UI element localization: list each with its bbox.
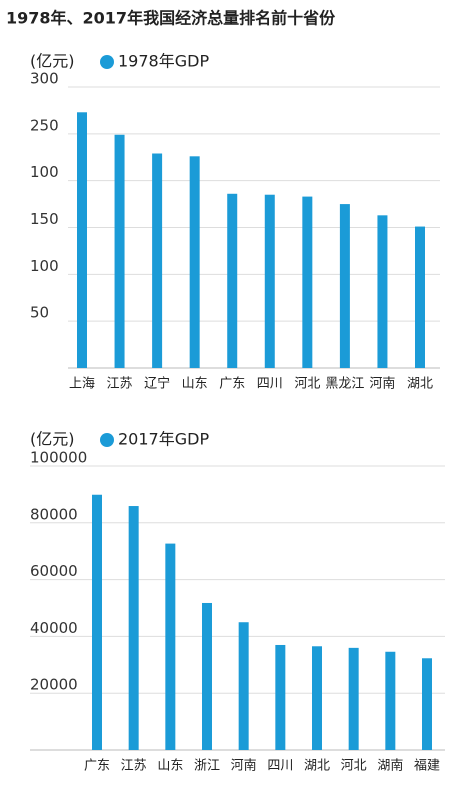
y-tick-label: 80000 <box>30 505 78 523</box>
legend-label: 2017年GDP <box>118 430 209 449</box>
x-tick-label: 四川 <box>257 377 283 392</box>
y-tick-label: 100 <box>30 163 59 181</box>
y-tick-label: 40000 <box>30 619 78 637</box>
x-tick-label: 河北 <box>341 759 367 774</box>
y-tick-label: 20000 <box>30 676 78 694</box>
x-tick-label: 福建 <box>414 759 440 774</box>
y-tick-label: 250 <box>30 116 59 134</box>
x-tick-label: 广东 <box>84 759 110 774</box>
x-tick-label: 河南 <box>369 376 395 392</box>
bar <box>114 134 125 368</box>
bar <box>165 543 176 750</box>
x-tick-label: 河北 <box>294 377 320 392</box>
y-tick-label: 300 <box>30 70 59 88</box>
x-tick-label: 湖北 <box>304 759 330 774</box>
bar <box>128 506 139 750</box>
x-tick-label: 浙江 <box>194 759 220 774</box>
bar <box>264 194 275 368</box>
bar <box>202 602 212 750</box>
bar <box>348 647 359 750</box>
x-tick-label: 江苏 <box>107 376 133 392</box>
bar <box>77 112 87 368</box>
bar <box>189 156 200 368</box>
bar <box>415 226 425 368</box>
bar <box>385 651 396 750</box>
x-tick-label: 湖南 <box>377 758 403 774</box>
bar <box>238 622 249 750</box>
legend-swatch <box>100 433 114 447</box>
bar <box>312 646 322 750</box>
x-tick-label: 辽宁 <box>144 376 170 392</box>
x-tick-label: 江苏 <box>121 758 147 774</box>
bar <box>227 193 238 368</box>
y-tick-label: 100000 <box>30 449 87 467</box>
bar <box>302 196 313 368</box>
bar <box>92 494 102 750</box>
y-tick-label: 100 <box>30 257 59 275</box>
bar <box>422 658 432 750</box>
y-tick-label: 60000 <box>30 562 78 580</box>
bar <box>275 644 286 750</box>
legend-swatch <box>100 55 114 69</box>
x-tick-label: 山东 <box>182 377 208 392</box>
x-tick-label: 黑龙江 <box>325 377 364 392</box>
x-tick-label: 湖北 <box>407 377 433 392</box>
y-axis-label: (亿元) <box>30 52 75 71</box>
y-tick-label: 150 <box>30 210 59 228</box>
bar <box>339 204 350 368</box>
x-tick-label: 广东 <box>219 377 245 392</box>
x-tick-label: 山东 <box>157 759 183 774</box>
bar <box>377 215 388 368</box>
x-tick-label: 河南 <box>231 758 257 774</box>
y-tick-label: 50 <box>30 304 49 322</box>
x-tick-label: 上海 <box>69 377 95 392</box>
page-title: 1978年、2017年我国经济总量排名前十省份 <box>6 9 336 28</box>
legend-label: 1978年GDP <box>118 52 209 71</box>
x-tick-label: 四川 <box>267 759 293 774</box>
y-axis-label: (亿元) <box>30 430 75 449</box>
bar <box>152 153 163 368</box>
